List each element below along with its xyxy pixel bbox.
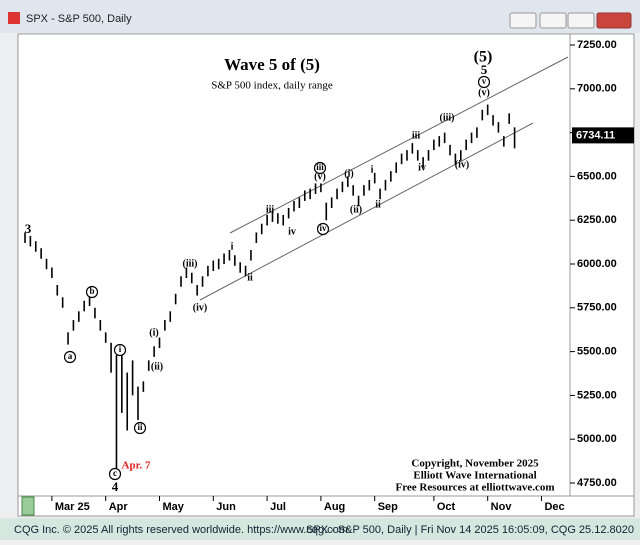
copyright: Copyright, November 2025 xyxy=(411,458,539,470)
wave-label: (v) xyxy=(478,87,490,98)
lower-channel-line xyxy=(199,122,534,301)
close-button[interactable] xyxy=(596,12,632,29)
scroll-handle[interactable] xyxy=(21,496,35,516)
wave-circle xyxy=(85,285,99,299)
wave-label: (ii) xyxy=(350,204,362,215)
wave-label: (v) xyxy=(314,171,326,182)
wave-label: b xyxy=(89,286,94,296)
plot-area xyxy=(17,33,571,497)
wave-label: iii xyxy=(316,162,324,172)
window-title: SPX - S&P 500, Daily xyxy=(26,13,132,25)
wave-label: (i) xyxy=(344,168,353,179)
chart-subtitle: S&P 500 index, daily range xyxy=(211,80,333,92)
wave-label: c xyxy=(113,468,117,478)
wave-label: (iv) xyxy=(455,159,469,170)
x-tick-label: Aug xyxy=(324,501,345,513)
x-tick-label: May xyxy=(163,501,185,513)
copyright: Free Resources at elliottwave.com xyxy=(395,482,554,494)
wave-label: i xyxy=(371,164,374,175)
y-tick-label: 6250.00 xyxy=(577,214,617,226)
wave-label: (iv) xyxy=(193,302,207,313)
wave-label: iv xyxy=(288,226,296,237)
y-tick-label: 6500.00 xyxy=(577,170,617,182)
wave-label: (iii) xyxy=(440,112,455,123)
wave-circle xyxy=(313,161,327,175)
wave-circle xyxy=(113,343,127,357)
chart-title: Wave 5 of (5) xyxy=(224,55,320,74)
y-tick-label: 4750.00 xyxy=(577,477,617,489)
y-tick-label: 6000.00 xyxy=(577,258,617,270)
x-tick-label: Jul xyxy=(270,501,286,513)
link-button[interactable] xyxy=(509,12,537,29)
wave-label: (ii) xyxy=(151,361,163,372)
upper-channel-line xyxy=(229,56,569,234)
wave-label: Apr. 7 xyxy=(122,460,151,472)
app-icon xyxy=(8,12,20,24)
wave-label: a xyxy=(68,351,73,361)
wave-label: 5 xyxy=(481,62,488,77)
wave-label: iv xyxy=(319,223,327,233)
wave-label: iv xyxy=(418,162,426,173)
y-tick-label: 7000.00 xyxy=(577,83,617,95)
x-tick-label: Nov xyxy=(491,501,513,513)
y-tick-label: 5500.00 xyxy=(577,346,617,358)
x-tick-label: Sep xyxy=(378,501,398,513)
footer-right: SPX - S&P 500, Daily | Fri Nov 14 2025 1… xyxy=(306,524,634,536)
x-tick-label: Mar 25 xyxy=(55,501,90,513)
wave-label: (i) xyxy=(149,327,158,338)
y-tick-label: 7250.00 xyxy=(577,39,617,51)
wave-label: ii xyxy=(137,422,143,432)
wave-label: iii xyxy=(266,204,275,215)
wave-label: iii xyxy=(412,130,421,141)
x-tick-label: Apr xyxy=(109,501,129,513)
copyright: Elliott Wave International xyxy=(413,470,536,482)
wave-circle xyxy=(133,421,147,435)
wave-label: 4 xyxy=(112,479,119,494)
y-tick-label: 5000.00 xyxy=(577,433,617,445)
wave-label: ii xyxy=(375,199,381,210)
minimize-button[interactable] xyxy=(539,12,567,29)
wave-label: i xyxy=(119,344,122,354)
x-tick-label: Oct xyxy=(437,501,456,513)
status-bar xyxy=(0,518,640,540)
wave-label: ii xyxy=(247,272,253,283)
footer-left: CQG Inc. © 2025 All rights reserved worl… xyxy=(14,524,348,536)
wave-label: (5) xyxy=(474,49,493,66)
x-axis-panel xyxy=(17,495,635,517)
wave-label: (iii) xyxy=(183,258,198,269)
x-tick-label: Jun xyxy=(216,501,236,513)
y-tick-label: 5750.00 xyxy=(577,302,617,314)
wave-circle xyxy=(477,75,491,89)
last-price-tag xyxy=(572,127,634,144)
wave-label: i xyxy=(231,241,234,252)
x-tick-label: Dec xyxy=(544,501,564,513)
maximize-button[interactable] xyxy=(567,12,595,29)
wave-circle xyxy=(108,467,122,481)
wave-circle xyxy=(316,222,330,236)
wave-circle xyxy=(63,350,77,364)
last-price-label: 6734.11 xyxy=(576,129,615,141)
wave-label: v xyxy=(482,76,487,86)
y-tick-label: 5250.00 xyxy=(577,389,617,401)
wave-label: 3 xyxy=(25,221,32,236)
